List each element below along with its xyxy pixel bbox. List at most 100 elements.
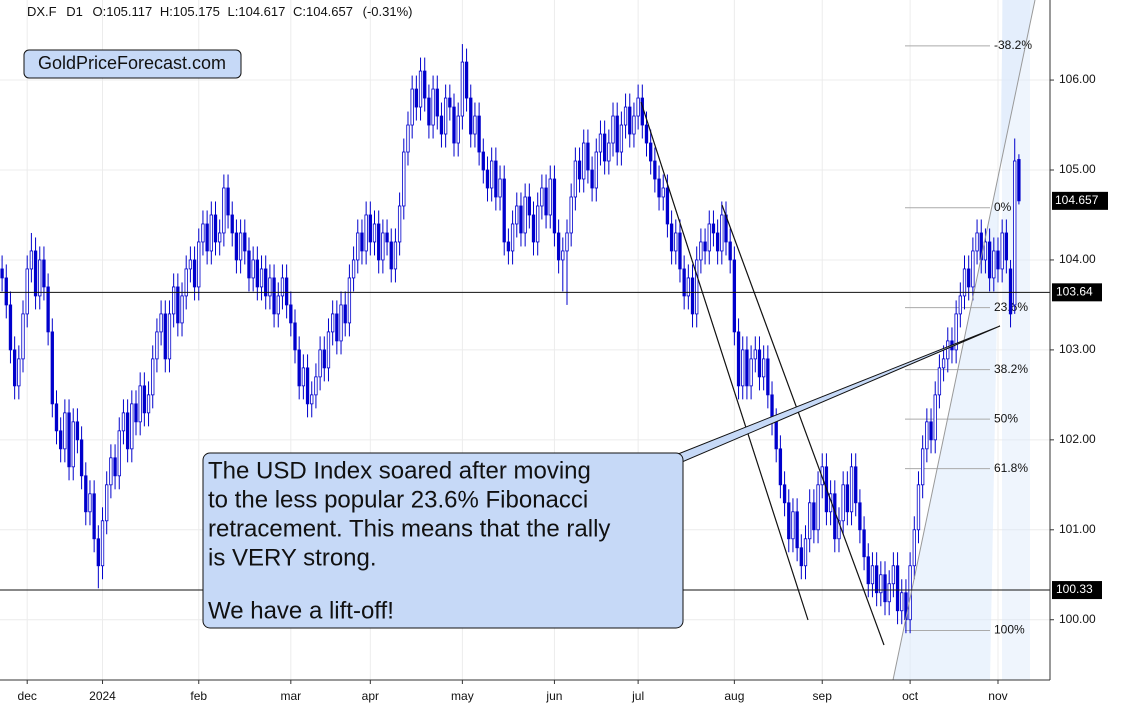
candle-body	[757, 349, 762, 378]
candle-body	[335, 313, 339, 342]
trend-line	[721, 204, 885, 646]
x-tick-label: jun	[545, 689, 562, 703]
candle-body	[364, 214, 368, 252]
candle-body	[464, 61, 469, 99]
candle-body	[230, 214, 234, 234]
x-tick-label: nov	[988, 689, 1007, 703]
candle-body	[473, 115, 477, 135]
candle-body	[213, 214, 218, 243]
candle-body	[958, 295, 962, 315]
candle-body	[255, 259, 259, 288]
candle-body	[477, 115, 481, 153]
candle-body	[372, 223, 377, 243]
candle-body	[63, 412, 67, 450]
candle-body	[895, 565, 900, 612]
candle-body	[933, 394, 937, 441]
candle-body	[427, 97, 431, 126]
candle-body	[360, 232, 364, 252]
candle-body	[301, 367, 306, 387]
candle-body	[669, 223, 674, 252]
candle-body	[297, 349, 301, 387]
candle-body	[134, 403, 138, 423]
x-tick-label: 2024	[89, 689, 116, 703]
candle-body	[402, 151, 406, 207]
candle-body	[159, 313, 163, 333]
candle-body	[799, 547, 803, 567]
candle-body	[632, 115, 636, 135]
candle-body	[921, 448, 925, 486]
candle-body	[929, 421, 933, 441]
last-price-box	[1052, 191, 1108, 210]
candle-body	[84, 475, 88, 513]
candle-body	[565, 232, 569, 252]
candle-body	[155, 331, 159, 360]
candle-body	[849, 466, 854, 513]
candle-body	[946, 340, 950, 360]
candle-body	[925, 421, 929, 450]
callout-box	[202, 452, 684, 629]
candle-body	[623, 106, 628, 126]
candle-body	[711, 223, 716, 234]
candle-body	[146, 394, 151, 414]
header: DX.F D1 O:105.117 H:105.175 L:104.617 C:…	[27, 4, 412, 19]
y-tick-label: 102.00	[1059, 432, 1096, 446]
fib-band	[1002, 0, 1030, 680]
candle-body	[339, 304, 343, 342]
candle-body	[310, 394, 314, 405]
candle-body	[92, 493, 96, 540]
candle-body	[142, 385, 147, 414]
candle-body	[88, 493, 92, 513]
fib-label: 38.2%	[994, 362, 1028, 376]
candle-body	[46, 286, 50, 333]
candle-body	[314, 376, 318, 396]
candle-body	[71, 421, 75, 468]
candle-body	[151, 358, 155, 396]
candle-body	[1000, 232, 1004, 270]
candle-body	[238, 232, 243, 261]
candle-body	[377, 223, 381, 261]
candle-body	[125, 412, 130, 450]
candle-body	[858, 502, 862, 531]
candle-body	[900, 592, 904, 612]
candle-body	[715, 232, 720, 252]
candle-body	[130, 403, 134, 450]
candle-body	[1013, 160, 1017, 306]
annotation-line: is VERY strong.	[208, 544, 377, 571]
candle-body	[611, 115, 615, 144]
candle-body	[356, 232, 360, 261]
candle-body	[42, 259, 46, 288]
candle-body	[50, 331, 54, 405]
candle-body	[393, 241, 398, 270]
x-tick-label: dec	[18, 689, 37, 703]
candle-body	[293, 322, 297, 351]
candle-body	[276, 295, 280, 315]
candle-body	[385, 232, 389, 243]
candle-body	[556, 232, 561, 261]
candle-body	[674, 232, 678, 252]
candle-body	[741, 349, 745, 387]
candle-body	[954, 313, 958, 351]
candle-body	[494, 160, 498, 198]
candle-body	[812, 502, 816, 531]
fib-label: 0%	[994, 200, 1012, 214]
candle-body	[628, 106, 632, 135]
candle-body	[510, 223, 515, 252]
candle-body	[121, 412, 126, 432]
candle-body	[941, 358, 946, 369]
candle-body	[59, 430, 63, 450]
candle-body	[774, 421, 778, 450]
candle-body	[1017, 159, 1021, 202]
price-label-box	[1052, 283, 1102, 302]
candle-body	[803, 538, 808, 567]
candle-body	[456, 115, 460, 144]
candle-body	[188, 259, 193, 270]
candle-body	[766, 358, 770, 396]
candle-body	[720, 214, 724, 252]
candle-body	[197, 241, 201, 288]
logo-box	[23, 49, 242, 79]
candle-body	[607, 142, 611, 162]
candle-body	[259, 268, 264, 288]
candle-body	[96, 538, 100, 567]
candle-body	[636, 97, 640, 117]
candle-body	[410, 88, 414, 126]
